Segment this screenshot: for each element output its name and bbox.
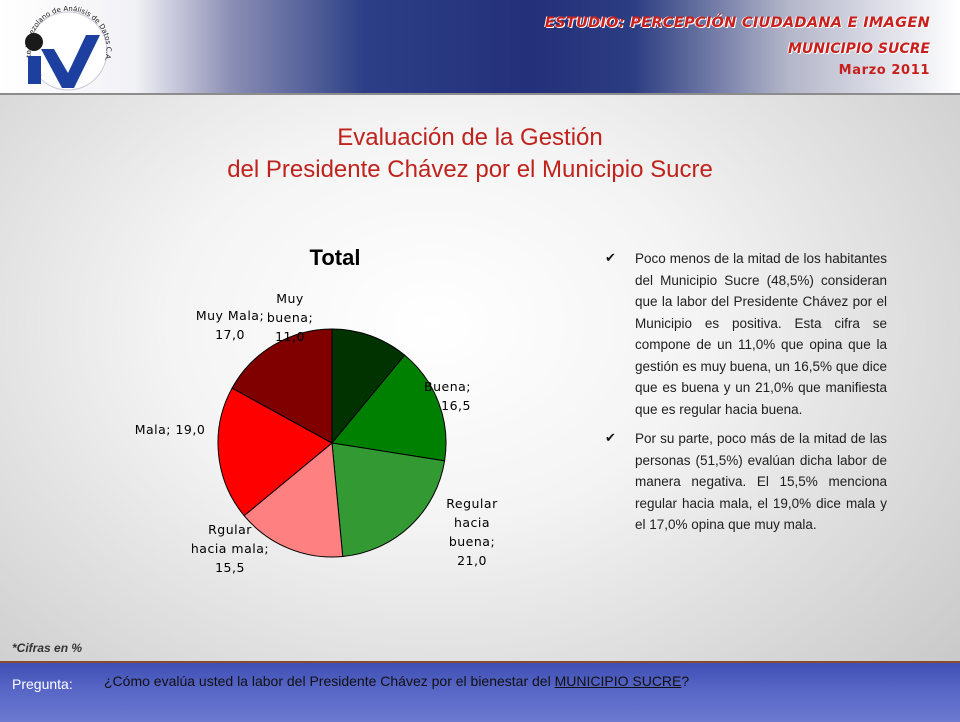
question-footer: Pregunta: ¿Cómo evalúa usted la labor de…	[0, 661, 960, 722]
bullet-item: ✔ Poco menos de la mitad de los habitante…	[605, 248, 887, 420]
bullet-text: Por su parte, poco más de la mitad de la…	[635, 431, 887, 532]
pie-labels: Muy buena; 11,0 Buena; 16,5 Regular hacia buena…	[135, 291, 498, 575]
slice-label: Muy Mala; 17,0	[196, 308, 264, 342]
header-divider	[0, 93, 960, 95]
pie-slice	[217, 387, 333, 517]
chart-title: Total	[310, 245, 361, 270]
question-prefix: ¿Cómo evalúa usted la labor del Presiden…	[104, 673, 555, 689]
study-date: Marzo 2011	[838, 63, 930, 78]
page-title-line-1: Evaluación de la Gestión	[337, 124, 603, 151]
bullet-item: ✔ Por su parte, poco más de la mitad de l…	[605, 428, 887, 536]
pie-slice	[231, 328, 333, 444]
figures-note: *Cifras en %	[12, 641, 83, 655]
pie-slice	[243, 442, 344, 558]
slice-label: Mala; 19,0	[135, 422, 206, 437]
slice-label: Regular hacia buena; 21,0	[446, 496, 498, 568]
pie-chart: Total Muy buena; 11,0 Buena; 16,5 Regular haci…	[135, 245, 498, 575]
question-text: ¿Cómo evalúa usted la labor del Presiden…	[104, 673, 689, 689]
header-banner: Instituto Venezolano de Análisis de Dato…	[0, 0, 960, 93]
municipality-name: MUNICIPIO SUCRE	[787, 41, 930, 57]
pie-slice	[331, 328, 406, 445]
bullet-text: Poco menos de la mitad de los habitantes…	[635, 251, 887, 417]
slice-label: Buena; 16,5	[424, 379, 471, 413]
checkmark-icon: ✔	[605, 431, 616, 446]
study-title: ESTUDIO: PERCEPCIÓN CIUDADANA E IMAGEN	[544, 15, 930, 31]
slice-label: Muy buena; 11,0	[267, 291, 313, 344]
question-municipality: MUNICIPIO SUCRE	[554, 673, 682, 689]
pie-slice	[331, 442, 446, 558]
question-suffix: ?	[681, 673, 690, 689]
pie-slice	[331, 354, 447, 462]
page-title-line-2: del Presidente Chávez por el Municipio S…	[227, 156, 713, 183]
checkmark-icon: ✔	[605, 251, 616, 266]
question-label: Pregunta:	[12, 676, 73, 692]
pie-slices	[217, 328, 447, 558]
ivad-logo: Instituto Venezolano de Análisis de Dato…	[24, 6, 113, 91]
slice-label: Rgular hacia mala; 15,5	[191, 522, 269, 575]
summary-bullets: ✔ Poco menos de la mitad de los habitante…	[605, 248, 887, 544]
